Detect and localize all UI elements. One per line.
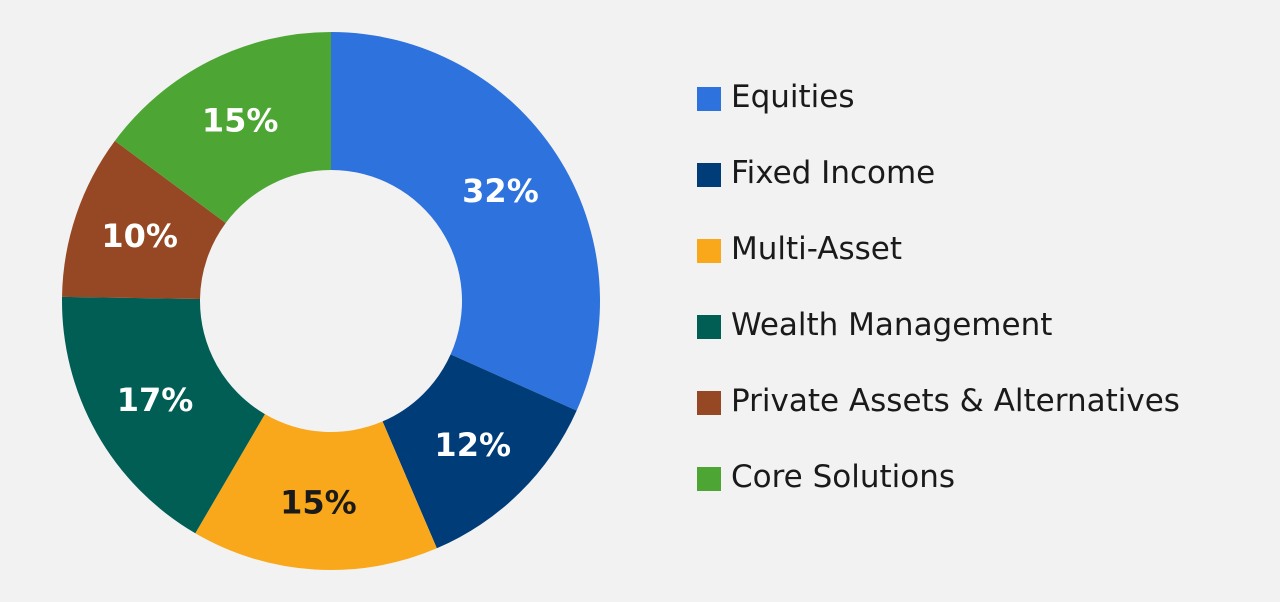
legend-label: Equities <box>731 79 855 115</box>
donut-slice <box>195 414 437 570</box>
donut-slice <box>382 354 577 549</box>
data-label: 32% <box>462 172 539 210</box>
donut-slice <box>61 296 265 534</box>
legend-swatch <box>697 315 721 339</box>
data-label: 15% <box>202 102 279 140</box>
donut-slice <box>114 32 332 224</box>
legend-swatch <box>697 391 721 415</box>
data-label: 12% <box>434 426 511 464</box>
data-label: 10% <box>101 217 178 255</box>
data-label: 15% <box>280 484 357 522</box>
data-label: 17% <box>117 381 194 419</box>
donut-chart: 32% 12% 15% 17% 10% 15% <box>61 32 600 570</box>
legend-label: Multi-Asset <box>731 231 903 267</box>
legend-label: Wealth Management <box>731 307 1053 343</box>
legend-label: Private Assets & Alternatives <box>731 383 1180 419</box>
donut-slice <box>62 140 226 299</box>
legend-label: Core Solutions <box>731 459 956 495</box>
legend-swatch <box>697 467 721 491</box>
legend-swatch <box>697 87 721 111</box>
legend-swatch <box>697 239 721 263</box>
legend-label: Fixed Income <box>731 155 936 191</box>
legend-swatch <box>697 163 721 187</box>
donut-slice <box>331 32 600 411</box>
